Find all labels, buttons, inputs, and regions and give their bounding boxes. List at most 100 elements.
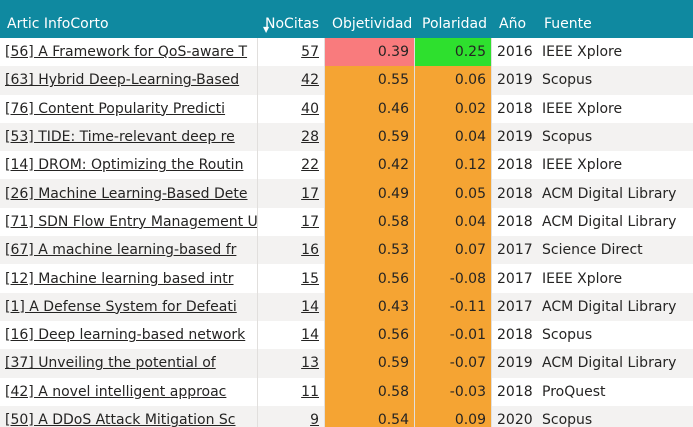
cell-polaridad: 0.07 [415,236,492,265]
cell-title[interactable]: [14] DROM: Optimizing the Routin [0,151,258,180]
column-header-polaridad[interactable]: Polaridad [422,15,487,32]
cell-nocitas[interactable]: 9 [258,405,325,427]
cell-title[interactable]: [71] SDN Flow Entry Management U [0,207,258,237]
cell-nocitas[interactable]: 17 [258,179,325,208]
cell-title-link[interactable]: [53] TIDE: Time-relevant deep re [5,129,235,146]
cell-nocitas[interactable]: 57 [258,38,325,67]
cell-objetividad: 0.54 [325,405,415,427]
table-row[interactable]: [42] A novel intelligent approac 11 0.58 -0… [0,377,693,406]
cell-title[interactable]: [26] Machine Learning-Based Dete [0,179,258,208]
cell-polaridad: 0.05 [415,179,492,208]
cell-title-link[interactable]: [14] DROM: Optimizing the Routin [5,157,244,174]
cell-nocitas[interactable]: 17 [258,207,325,237]
cell-title[interactable]: [53] TIDE: Time-relevant deep re [0,122,258,152]
cell-ano: 2017 [497,242,533,259]
column-header-ano[interactable]: Año [499,15,527,32]
table-row[interactable]: [67] A machine learning-based fr 16 0.53 0.… [0,236,693,265]
cell-title-link[interactable]: [63] Hybrid Deep-Learning-Based [5,72,240,89]
cell-fuente: Scopus [542,412,593,427]
cell-title[interactable]: [76] Content Popularity Predicti [0,94,258,123]
cell-nocitas[interactable]: 40 [258,94,325,123]
cell-ano: 2018 [497,213,533,230]
cell-polaridad: 0.12 [415,151,492,180]
table-row[interactable]: [12] Machine learning based intr 15 0.56 -0… [0,264,693,293]
cell-nocitas-link[interactable]: 57 [301,44,319,61]
cell-objetividad: 0.42 [325,151,415,180]
cell-nocitas-link[interactable]: 22 [301,157,319,174]
table-row[interactable]: [1] A Defense System for Defeati 14 0.43 -0… [0,292,693,321]
cell-nocitas-link[interactable]: 9 [310,412,319,427]
cell-nocitas-link[interactable]: 14 [301,327,319,344]
cell-ano: 2018 [497,327,533,344]
cell-nocitas[interactable]: 22 [258,151,325,180]
cell-ano: 2018 [497,383,533,400]
cell-title[interactable]: [63] Hybrid Deep-Learning-Based [0,66,258,95]
cell-ano: 2018 [497,157,533,174]
table-row[interactable]: [76] Content Popularity Predicti 40 0.46 0.… [0,94,693,123]
cell-ano: 2017 [497,270,533,287]
cell-objetividad: 0.39 [325,38,415,67]
cell-fuente: IEEE Xplore [542,100,623,117]
cell-title-link[interactable]: [37] Unveiling the potential of [5,355,216,372]
cell-fuente: Scopus [542,129,593,146]
cell-fuente: Scopus [542,327,593,344]
cell-nocitas-link[interactable]: 42 [301,72,319,89]
table-row[interactable]: [50] A DDoS Attack Mitigation Sc 9 0.54 0.0… [0,405,693,427]
cell-polaridad: -0.07 [415,349,492,378]
cell-title[interactable]: [12] Machine learning based intr [0,264,258,293]
cell-title-link[interactable]: [1] A Defense System for Defeati [5,298,237,315]
cell-nocitas-link[interactable]: 14 [301,298,319,315]
table-row[interactable]: [56] A Framework for QoS-aware T 57 0.39 0.… [0,38,693,67]
cell-nocitas-link[interactable]: 17 [301,185,319,202]
cell-title-link[interactable]: [67] A machine learning-based fr [5,242,237,259]
cell-nocitas[interactable]: 11 [258,377,325,406]
cell-nocitas[interactable]: 28 [258,122,325,152]
cell-title[interactable]: [67] A machine learning-based fr [0,236,258,265]
cell-title-link[interactable]: [56] A Framework for QoS-aware T [5,44,248,61]
table-row[interactable]: [14] DROM: Optimizing the Routin 22 0.42 0.… [0,151,693,180]
cell-fuente: ProQuest [542,383,606,400]
table-row[interactable]: [53] TIDE: Time-relevant deep re 28 0.59 0.… [0,122,693,152]
table-row[interactable]: [26] Machine Learning-Based Dete 17 0.49 0.… [0,179,693,208]
cell-title-link[interactable]: [26] Machine Learning-Based Dete [5,185,248,202]
cell-title-link[interactable]: [76] Content Popularity Predicti [5,100,226,117]
cell-title-link[interactable]: [71] SDN Flow Entry Management U [5,213,258,230]
cell-nocitas-link[interactable]: 40 [301,100,319,117]
cell-title-link[interactable]: [42] A novel intelligent approac [5,383,227,400]
column-header-nocitas-label: NoCitas [265,15,320,32]
cell-nocitas-link[interactable]: 16 [301,242,319,259]
column-header-fuente[interactable]: Fuente [544,15,592,32]
cell-title[interactable]: [37] Unveiling the potential of [0,349,258,378]
cell-title[interactable]: [56] A Framework for QoS-aware T [0,38,258,67]
cell-nocitas[interactable]: 16 [258,236,325,265]
cell-title-link[interactable]: [50] A DDoS Attack Mitigation Sc [5,412,236,427]
cell-fuente: ACM Digital Library [542,355,677,372]
cell-nocitas[interactable]: 15 [258,264,325,293]
cell-title-link[interactable]: [12] Machine learning based intr [5,270,234,287]
cell-title[interactable]: [16] Deep learning-based network [0,320,258,350]
table-row[interactable]: [37] Unveiling the potential of 13 0.59 -0.… [0,349,693,378]
table-row[interactable]: [63] Hybrid Deep-Learning-Based 42 0.55 0.0… [0,66,693,95]
cell-title[interactable]: [1] A Defense System for Defeati [0,292,258,321]
table-row[interactable]: [16] Deep learning-based network 14 0.56 -0… [0,320,693,350]
column-header-artic[interactable]: Artic InfoCorto [7,15,109,32]
cell-nocitas[interactable]: 14 [258,292,325,321]
cell-nocitas-link[interactable]: 28 [301,129,319,146]
column-header-nocitas[interactable]: NoCitas ▼ [258,0,325,38]
cell-nocitas-link[interactable]: 17 [301,213,319,230]
sort-descending-icon: ▼ [263,25,270,34]
column-header-objetividad[interactable]: Objetividad [332,15,413,32]
cell-title[interactable]: [50] A DDoS Attack Mitigation Sc [0,405,258,427]
cell-nocitas-link[interactable]: 11 [301,383,319,400]
cell-polaridad: -0.11 [415,292,492,321]
cell-ano: 2018 [497,185,533,202]
cell-nocitas-link[interactable]: 13 [301,355,319,372]
table-row[interactable]: [71] SDN Flow Entry Management U 17 0.58 0.… [0,207,693,237]
cell-nocitas[interactable]: 42 [258,66,325,95]
cell-nocitas[interactable]: 14 [258,320,325,350]
cell-title[interactable]: [42] A novel intelligent approac [0,377,258,406]
cell-title-link[interactable]: [16] Deep learning-based network [5,327,246,344]
cell-nocitas-link[interactable]: 15 [301,270,319,287]
cell-nocitas[interactable]: 13 [258,349,325,378]
cell-polaridad: -0.03 [415,377,492,406]
